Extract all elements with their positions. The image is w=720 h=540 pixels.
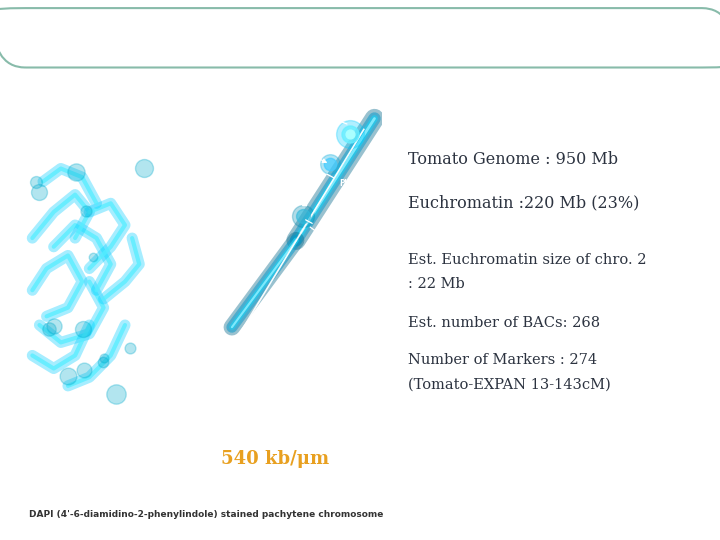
Text: DAPI (4'-6-diamidino-2-phenylindole) stained pachytene chromosome: DAPI (4'-6-diamidino-2-phenylindole) sta…	[29, 510, 383, 519]
Point	[33, 187, 45, 196]
Text: HET: HET	[339, 237, 360, 250]
Point	[343, 130, 355, 138]
Text: 540 kb/μm: 540 kb/μm	[220, 450, 329, 468]
FancyBboxPatch shape	[25, 65, 702, 518]
Text: Cytological architecture of chromosome 2: Cytological architecture of chromosome 2	[42, 28, 536, 48]
Text: Tomato Genome : 950 Mb: Tomato Genome : 950 Mb	[408, 151, 618, 168]
Point	[125, 344, 136, 353]
Point	[80, 207, 91, 215]
Text: PH: PH	[306, 220, 328, 234]
Point	[343, 130, 355, 138]
Text: Est. Euchromatin size of chro. 2: Est. Euchromatin size of chro. 2	[408, 253, 647, 267]
Point	[324, 160, 336, 168]
Point	[71, 167, 82, 176]
Text: (Tomato-EXPAN 13-143cM): (Tomato-EXPAN 13-143cM)	[408, 377, 611, 391]
Point	[98, 354, 109, 362]
Point	[77, 325, 89, 334]
Point	[138, 164, 150, 172]
Text: Est. number of BACs: 268: Est. number of BACs: 268	[408, 316, 600, 330]
Text: Number of Markers : 274: Number of Markers : 274	[408, 353, 598, 367]
Text: Euchromatin :220 Mb (23%): Euchromatin :220 Mb (23%)	[408, 194, 639, 212]
Text: CEN: CEN	[282, 140, 326, 163]
Point	[48, 322, 60, 330]
Point	[87, 253, 99, 261]
Point	[110, 390, 122, 399]
Text: EU: EU	[268, 340, 279, 349]
Point	[324, 160, 336, 168]
Text: NOR: NOR	[282, 96, 347, 124]
Text: PH: PH	[327, 174, 350, 188]
Point	[297, 212, 309, 221]
Point	[297, 212, 309, 221]
Point	[97, 357, 109, 366]
Point	[63, 372, 74, 380]
Text: : 22 Mb: : 22 Mb	[408, 277, 465, 291]
Point	[78, 366, 90, 374]
Text: HK: HK	[268, 183, 307, 206]
Text: TEL: TEL	[145, 450, 161, 460]
Point	[31, 177, 42, 186]
Point	[43, 325, 55, 333]
Point	[343, 130, 355, 138]
